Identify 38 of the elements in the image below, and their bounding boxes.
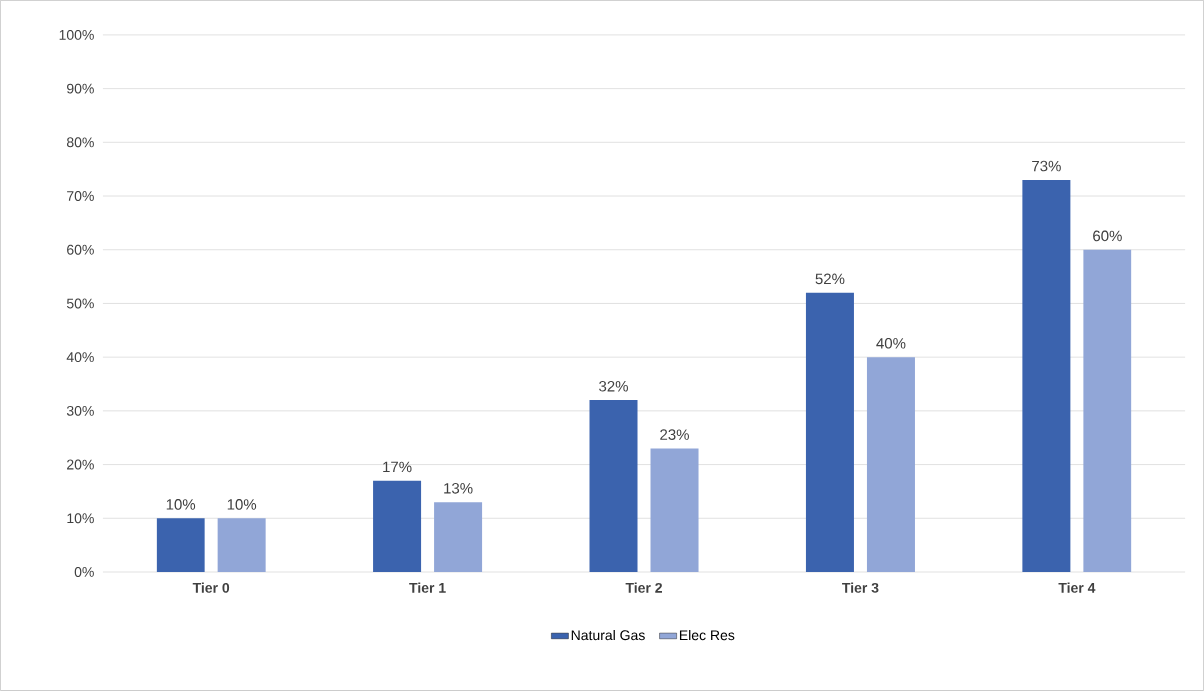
y-tick-label: 20% — [67, 459, 94, 470]
x-tick-label: Tier 1 — [409, 582, 446, 593]
y-tick-label: 100% — [59, 29, 94, 40]
bar — [866, 357, 915, 573]
data-label: 32% — [599, 381, 628, 392]
y-tick-label: 70% — [67, 191, 94, 202]
legend-label: Elec Res — [679, 629, 735, 641]
y-tick-label: 0% — [74, 567, 94, 577]
bar — [217, 518, 266, 573]
bar — [1083, 249, 1132, 573]
x-tick-label: Tier 4 — [1058, 582, 1096, 593]
data-label: 10% — [227, 499, 257, 510]
data-label: 52% — [815, 273, 845, 285]
bar — [156, 518, 205, 573]
y-tick-label: 30% — [66, 405, 94, 416]
y-tick-label: 90% — [67, 83, 94, 94]
bar — [1022, 179, 1071, 573]
bar — [650, 448, 699, 573]
y-tick-label: 10% — [67, 513, 94, 524]
bar — [805, 292, 854, 573]
bar — [589, 400, 638, 573]
y-tick-label: 60% — [67, 244, 94, 255]
y-tick-label: 40% — [66, 352, 94, 363]
x-tick-label: Tier 0 — [192, 582, 230, 593]
data-label: 23% — [660, 429, 689, 440]
bar — [434, 502, 483, 573]
data-label: 60% — [1093, 230, 1122, 242]
data-label: 73% — [1032, 160, 1061, 172]
data-label: 13% — [444, 483, 473, 494]
x-tick-label: Tier 3 — [842, 582, 879, 593]
bar — [373, 480, 422, 573]
data-label: 10% — [166, 499, 196, 510]
x-tick-label: Tier 2 — [625, 582, 662, 593]
legend-label: Natural Gas — [571, 629, 645, 641]
data-label: 17% — [383, 461, 412, 473]
y-tick-label: 50% — [66, 298, 94, 309]
data-label: 40% — [876, 338, 906, 349]
y-tick-label: 80% — [66, 137, 94, 148]
